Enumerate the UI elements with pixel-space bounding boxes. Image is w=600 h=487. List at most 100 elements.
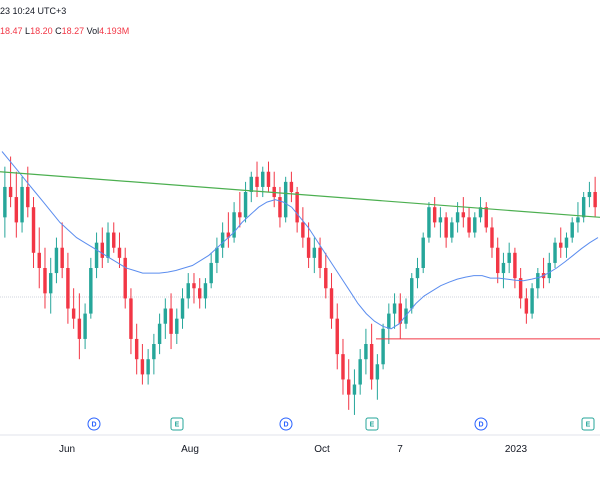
candle-body [37, 252, 41, 268]
candle-body [197, 288, 202, 299]
candle [100, 227, 105, 268]
candle [530, 283, 534, 319]
candle-body [152, 344, 156, 360]
candle-body [455, 212, 460, 223]
candle [89, 257, 93, 319]
candle [369, 323, 374, 390]
candle [301, 207, 305, 248]
candle [415, 257, 420, 289]
legend-close: 18.27 [61, 26, 85, 36]
candle [209, 252, 213, 289]
candle [157, 313, 162, 355]
candle [518, 268, 523, 309]
candle-body [415, 268, 420, 279]
candle-body [364, 344, 368, 360]
candle-body [266, 171, 271, 187]
candle [306, 222, 311, 268]
candle-body [553, 242, 557, 263]
candle-body [295, 192, 299, 223]
candle [83, 303, 87, 350]
earnings-badge-shape [170, 417, 184, 431]
candle-body [484, 207, 488, 228]
candle-body [215, 247, 219, 263]
moving-average-line [1, 151, 599, 330]
candle-body [238, 212, 242, 218]
candle-body [106, 232, 110, 258]
candle-body [547, 262, 552, 279]
candle-body [346, 379, 351, 395]
candle [94, 232, 99, 279]
candle [312, 237, 317, 274]
candle [381, 323, 385, 370]
candle-body [255, 176, 259, 187]
candle [129, 288, 133, 355]
candle-body [26, 186, 30, 208]
candle-body [157, 323, 162, 344]
candle-body [112, 232, 116, 248]
legend-vol-prefix: Vol [86, 26, 100, 36]
candle [427, 202, 431, 243]
candle [587, 181, 592, 208]
candle [3, 166, 7, 238]
candle [146, 349, 150, 385]
event-badge[interactable]: E [170, 417, 184, 431]
candle-body [203, 283, 208, 299]
candle-body [324, 268, 328, 289]
candle-body [513, 252, 517, 279]
event-badge-label: D [91, 422, 96, 429]
legend-timestamp: 23 10:24 UTC+3 [0, 6, 67, 16]
candle [398, 293, 403, 339]
candle [186, 273, 190, 309]
candle-body [117, 247, 122, 258]
candle-body [48, 273, 53, 294]
candle-body [243, 192, 248, 218]
candle-body [43, 268, 47, 294]
candle [358, 349, 362, 395]
candle [140, 344, 145, 385]
candle-body [312, 247, 317, 258]
candle-body [398, 303, 403, 324]
event-badge[interactable]: D [474, 417, 488, 431]
candle-body [146, 359, 150, 375]
candle [341, 338, 345, 395]
candle-body [570, 222, 574, 238]
candle-body [490, 227, 494, 248]
chart-legend-ohlc: 18.47 L18.20 C18.27 Vol4.193M [0, 26, 129, 36]
event-badge[interactable]: D [279, 417, 293, 431]
candle [392, 293, 397, 329]
candle-body [427, 207, 431, 238]
candle-body [134, 338, 139, 360]
candle [48, 257, 53, 314]
candle-body [438, 217, 443, 223]
candle [203, 278, 208, 309]
candle-body [352, 384, 357, 395]
event-badge[interactable]: E [365, 417, 379, 431]
candle [576, 202, 580, 233]
event-badge-label: D [478, 422, 483, 429]
candle-body [536, 273, 540, 289]
candle [60, 222, 64, 279]
legend-low: 18.20 [30, 26, 53, 36]
candle [31, 197, 36, 268]
candle [421, 232, 425, 274]
candle [71, 288, 76, 329]
candle-body [123, 257, 127, 299]
candle-body [450, 222, 454, 238]
candle-body [169, 308, 173, 334]
candle [432, 197, 437, 228]
candle-body [261, 171, 265, 187]
event-badge[interactable]: E [581, 417, 595, 431]
resistance-trendline[interactable] [0, 171, 600, 218]
event-badge[interactable]: D [87, 417, 101, 431]
candle [14, 171, 19, 238]
candle-body [335, 318, 339, 355]
time-axis-labels: Jun Aug Oct 7 2023 [59, 444, 528, 455]
candle-body [381, 328, 385, 365]
candle-body [369, 344, 374, 380]
candle [329, 273, 334, 329]
candle [564, 232, 569, 258]
candle [541, 257, 546, 289]
candle-body [83, 313, 87, 339]
